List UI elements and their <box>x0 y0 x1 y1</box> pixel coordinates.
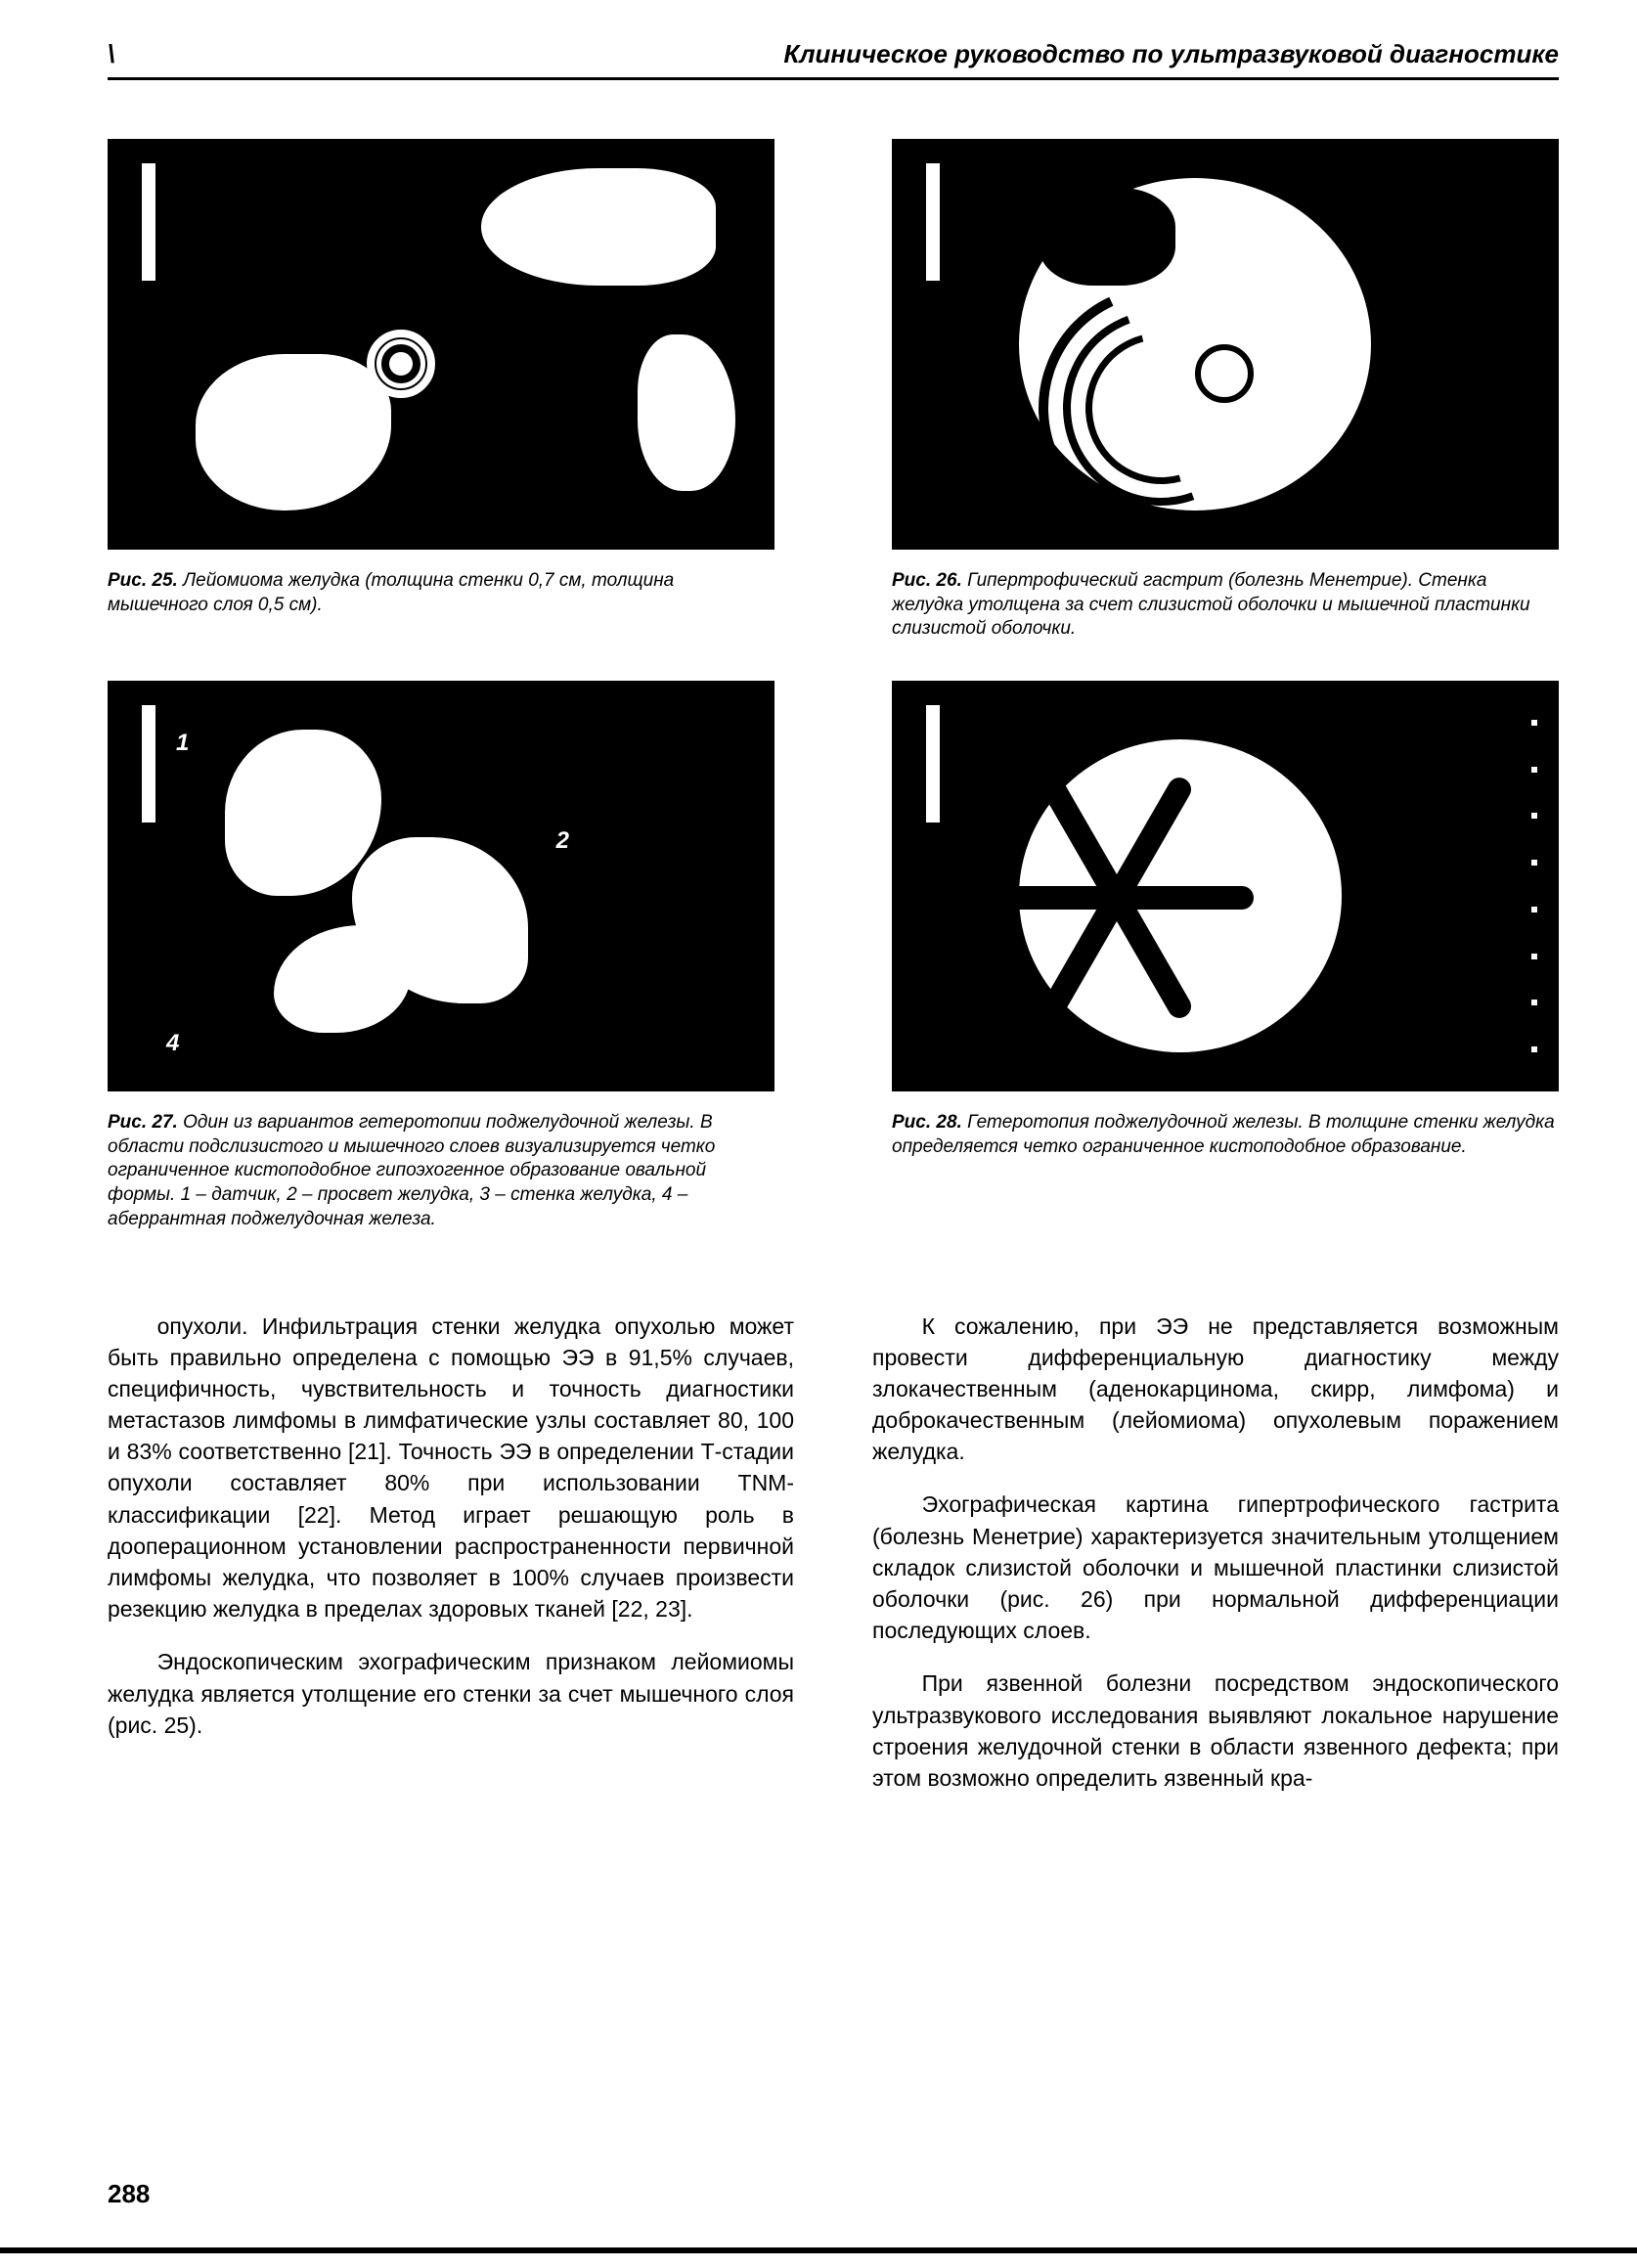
figure-27-marker-2: 2 <box>556 827 569 855</box>
figure-25-caption: Рис. 25. Лейомиома желудка (толщина стен… <box>108 569 774 617</box>
figure-25-caption-text: Лейомиома желудка (толщина стенки 0,7 см… <box>108 570 674 615</box>
header-title: Клиническое руководство по ультразвуково… <box>783 39 1559 69</box>
figure-28-label: Рис. 28. <box>892 1112 962 1133</box>
body-left-p1: опухоли. Инфильтрация стенки желудка опу… <box>108 1311 794 1625</box>
figure-25-label: Рис. 25. <box>108 570 178 591</box>
header-slash: \ <box>108 39 114 69</box>
figure-27-marker-4: 4 <box>166 1030 179 1057</box>
figure-26-label: Рис. 26. <box>892 570 962 591</box>
body-right-p3: При язвенной болезни посредством эндоско… <box>872 1668 1559 1794</box>
figure-27: 1 2 3 4 Рис. 27. Один из вариантов гетер… <box>108 681 774 1231</box>
figure-28: Рис. 28. Гетеротопия поджелудочной желез… <box>892 681 1559 1231</box>
figure-28-caption-text: Гетеротопия поджелудочной железы. В толщ… <box>892 1112 1555 1157</box>
body-text-columns: опухоли. Инфильтрация стенки желудка опу… <box>108 1311 1559 1816</box>
bottom-rule <box>0 2247 1637 2253</box>
figure-27-caption-text: Один из вариантов гетеротопии поджелудоч… <box>108 1112 715 1229</box>
figure-26-caption-text: Гипертрофический гастрит (болезнь Менетр… <box>892 570 1530 639</box>
figure-25: Рис. 25. Лейомиома желудка (толщина стен… <box>108 139 774 642</box>
figures-grid: Рис. 25. Лейомиома желудка (толщина стен… <box>108 139 1559 1232</box>
figure-28-caption: Рис. 28. Гетеротопия поджелудочной желез… <box>892 1111 1559 1219</box>
body-right-p1: К сожалению, при ЭЭ не представляется во… <box>872 1311 1559 1468</box>
figure-27-label: Рис. 27. <box>108 1112 178 1133</box>
figure-27-marker-1: 1 <box>176 730 189 757</box>
figure-26: Рис. 26. Гипертрофический гастрит (болез… <box>892 139 1559 642</box>
body-left-column: опухоли. Инфильтрация стенки желудка опу… <box>108 1311 794 1816</box>
body-right-p2: Эхографическая картина гипертрофического… <box>872 1489 1559 1646</box>
figure-27-image: 1 2 3 4 <box>108 681 774 1091</box>
figure-26-image <box>892 139 1559 550</box>
running-header: \ Клиническое руководство по ультразвуко… <box>108 39 1559 80</box>
body-left-p2: Эндоскопическим эхографическим признаком… <box>108 1646 794 1741</box>
figure-27-marker-3: 3 <box>352 961 365 989</box>
figure-25-image <box>108 139 774 550</box>
figure-26-caption: Рис. 26. Гипертрофический гастрит (болез… <box>892 569 1559 642</box>
body-right-column: К сожалению, при ЭЭ не представляется во… <box>872 1311 1559 1816</box>
figure-27-caption: Рис. 27. Один из вариантов гетеротопии п… <box>108 1111 774 1231</box>
page-number: 288 <box>108 2179 150 2209</box>
figure-28-image <box>892 681 1559 1091</box>
